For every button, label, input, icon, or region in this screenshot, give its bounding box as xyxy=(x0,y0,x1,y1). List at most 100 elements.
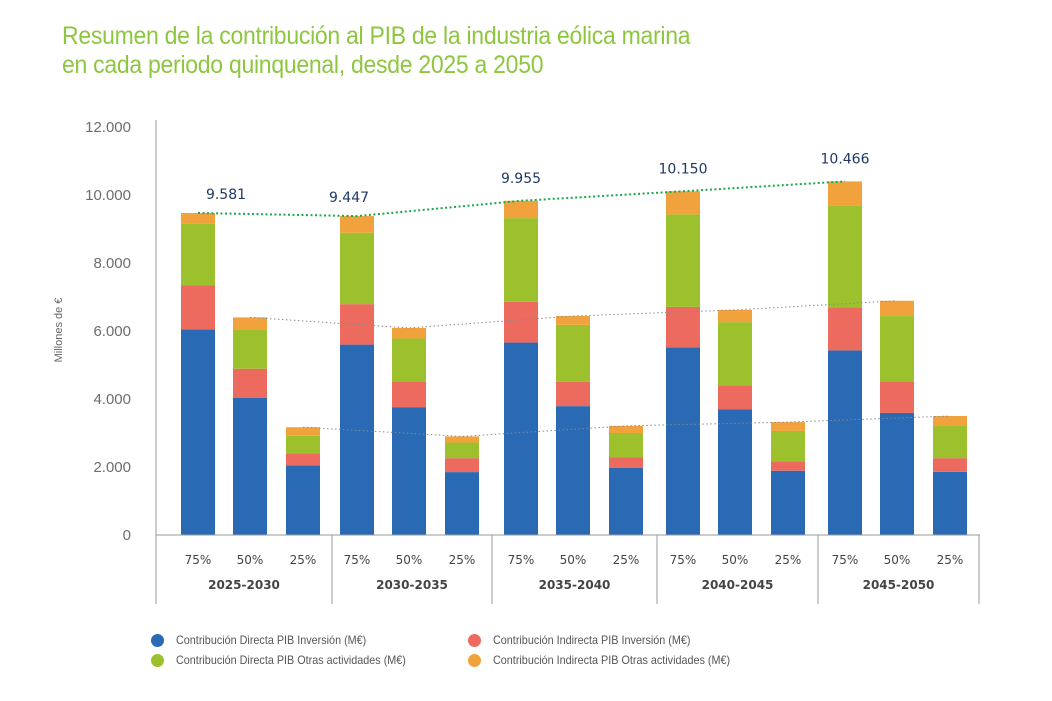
bar-segment xyxy=(340,216,374,233)
bar-segment xyxy=(666,191,700,215)
y-tick-label: 8.000 xyxy=(93,255,131,272)
x-tick-label: 75% xyxy=(508,553,535,567)
legend-swatch-blue xyxy=(151,633,164,647)
bar-segment xyxy=(445,472,479,535)
x-group-label: 2025-2030 xyxy=(208,578,280,592)
bar-segment xyxy=(880,316,914,382)
bar-segment xyxy=(718,409,752,535)
bar-segment xyxy=(771,470,805,535)
y-tick-label: 10.000 xyxy=(85,187,131,204)
legend-label: Contribución Directa PIB Inversión (M€) xyxy=(176,633,367,647)
bar-segment xyxy=(286,453,320,466)
bar-segment xyxy=(828,205,862,308)
bar-segment xyxy=(880,381,914,413)
x-tick-label: 25% xyxy=(613,553,640,567)
y-tick-label: 2.000 xyxy=(93,459,131,476)
bar-segment xyxy=(286,427,320,436)
total-label: 9.955 xyxy=(501,171,541,187)
y-tick-label: 0 xyxy=(123,527,131,544)
bar-segment xyxy=(556,381,590,407)
x-tick-label: 25% xyxy=(775,553,802,567)
bar-segment xyxy=(880,300,914,317)
bar-segment xyxy=(609,425,643,433)
bar-segment xyxy=(556,324,590,382)
legend-item-indirecta-otras: Contribución Indirecta PIB Otras activid… xyxy=(468,653,756,667)
bar-segment xyxy=(233,368,267,398)
y-axis-title: Millones de € xyxy=(53,298,65,363)
chart-title-line-2: en cada periodo quinquenal, desde 2025 a… xyxy=(62,51,544,79)
bar-segment xyxy=(392,338,426,382)
bar-segment xyxy=(504,342,538,535)
bar-segment xyxy=(718,322,752,386)
bar-segment xyxy=(771,422,805,431)
x-tick-label: 50% xyxy=(237,553,264,567)
bar-segment xyxy=(880,412,914,535)
bar-segment xyxy=(828,181,862,206)
x-tick-label: 50% xyxy=(884,553,911,567)
bar-segment xyxy=(286,465,320,535)
legend-item-indirecta-inversion: Contribución Indirecta PIB Inversión (M€… xyxy=(468,633,712,647)
bar-segment xyxy=(233,397,267,535)
bar-segment xyxy=(181,329,215,535)
bar-segment xyxy=(233,329,267,369)
x-group-label: 2030-2035 xyxy=(376,578,448,592)
x-tick-label: 75% xyxy=(670,553,697,567)
bar-segment xyxy=(392,407,426,535)
bar-segment xyxy=(666,306,700,348)
legend-swatch-red xyxy=(468,633,481,647)
bar-segment xyxy=(828,350,862,535)
bar-segment xyxy=(666,347,700,535)
bar-segment xyxy=(286,435,320,454)
bar-segment xyxy=(504,218,538,302)
bar-segment xyxy=(933,416,967,426)
x-tick-label: 50% xyxy=(722,553,749,567)
bar-segment xyxy=(718,309,752,323)
bar-segment xyxy=(556,406,590,535)
bar-segment xyxy=(504,301,538,343)
legend-label: Contribución Indirecta PIB Inversión (M€… xyxy=(493,633,691,647)
bar-segment xyxy=(933,425,967,459)
bar-segment xyxy=(556,316,590,325)
trend-line-75 xyxy=(197,180,846,218)
x-tick-label: 25% xyxy=(290,553,317,567)
x-tick-label: 50% xyxy=(560,553,587,567)
x-tick-label: 25% xyxy=(449,553,476,567)
legend-swatch-orange xyxy=(468,653,481,667)
total-label: 9.447 xyxy=(329,190,369,206)
bar-segment xyxy=(445,458,479,473)
bar-segment xyxy=(392,382,426,408)
bar-segment xyxy=(340,344,374,535)
x-tick-label: 50% xyxy=(396,553,423,567)
chart-title-line-1: Resumen de la contribución al PIB de la … xyxy=(62,22,691,50)
bar-segment xyxy=(933,471,967,535)
x-group-label: 2045-2050 xyxy=(863,578,935,592)
total-label: 10.466 xyxy=(821,151,870,167)
bar-segment xyxy=(445,436,479,443)
total-label: 10.150 xyxy=(659,161,708,177)
bar-segment xyxy=(666,214,700,307)
bar-segment xyxy=(181,223,215,286)
bar-segment xyxy=(340,232,374,305)
legend-swatch-green xyxy=(151,653,164,667)
total-label: 9.581 xyxy=(206,187,246,203)
x-tick-label: 75% xyxy=(185,553,212,567)
bar-segment xyxy=(933,458,967,472)
bar-segment xyxy=(233,317,267,330)
legend-item-directa-inversion: Contribución Directa PIB Inversión (M€) xyxy=(151,633,387,647)
bar-segment xyxy=(771,430,805,462)
legend-label: Contribución Indirecta PIB Otras activid… xyxy=(493,653,731,667)
bar-segment xyxy=(445,442,479,459)
bar-segment xyxy=(609,433,643,458)
bar-segment xyxy=(609,457,643,468)
x-group-label: 2040-2045 xyxy=(702,578,774,592)
x-tick-label: 25% xyxy=(937,553,964,567)
bar-segment xyxy=(828,307,862,351)
bar-segment xyxy=(771,461,805,471)
x-group-label: 2035-2040 xyxy=(539,578,611,592)
chart-title: Resumen de la contribución al PIB de la … xyxy=(62,22,691,80)
y-tick-label: 12.000 xyxy=(85,119,131,136)
bar-segment xyxy=(718,385,752,410)
legend-item-directa-otras: Contribución Directa PIB Otras actividad… xyxy=(151,653,431,667)
bar-segment xyxy=(392,327,426,339)
